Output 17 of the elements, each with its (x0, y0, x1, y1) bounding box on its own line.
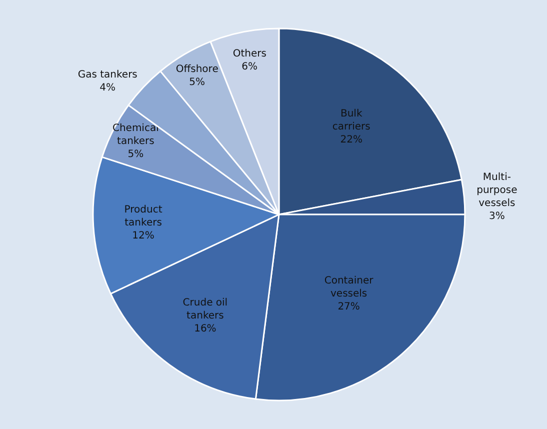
data-label: 4% (100, 82, 116, 94)
data-label: 6% (242, 62, 258, 73)
data-label: 22% (340, 134, 362, 146)
slice-label: Crude oil tankers (182, 298, 228, 322)
slice-label: Multi-purpose vessels (476, 172, 518, 209)
slice-label: Container vessels (324, 276, 374, 300)
slice-label: Product tankers (124, 204, 162, 229)
slice-label: Offshore (176, 64, 218, 76)
data-label: 5% (189, 77, 206, 88)
data-label: 27% (338, 302, 360, 313)
data-label: 16% (194, 324, 216, 335)
slice-label: Others (232, 48, 266, 60)
data-label: 12% (132, 230, 154, 242)
slice-label: Bulk carriers (332, 108, 370, 132)
data-label: 3% (489, 210, 505, 222)
data-label: 5% (128, 148, 144, 160)
slice-label: Gas tankers (78, 70, 138, 81)
